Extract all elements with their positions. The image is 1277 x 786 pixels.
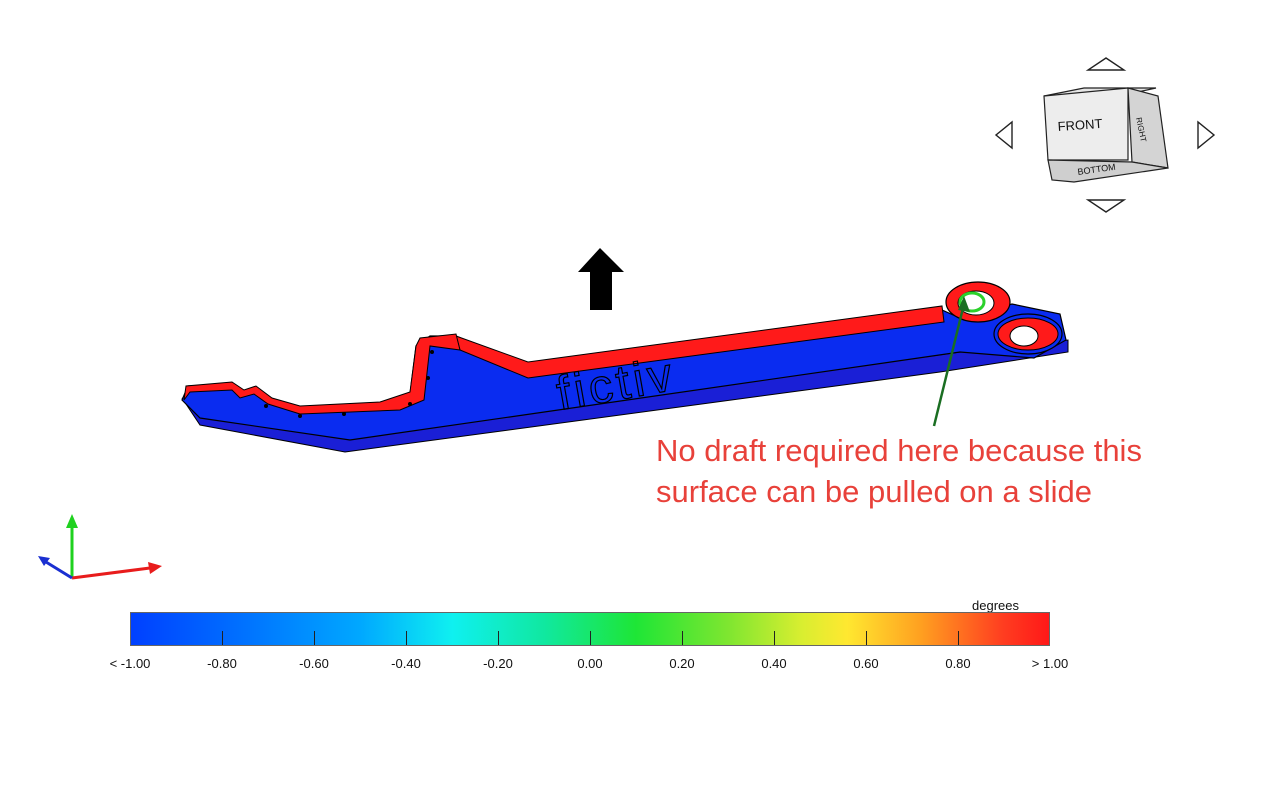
view-cube-front-label: FRONT: [1057, 116, 1103, 134]
view-cube-bottom[interactable]: [1047, 159, 1169, 183]
part-small-holes: [264, 350, 434, 418]
colorbar-tick-label: 0.40: [761, 656, 787, 671]
colorbar-tick: [774, 631, 775, 645]
colorbar-tick: [314, 631, 315, 645]
colorbar-tick-label: > 1.00: [1031, 656, 1069, 671]
boss-2-hole: [1009, 325, 1039, 347]
colorbar-tick-label: < -1.00: [109, 656, 151, 671]
colorbar-tick-label: -0.80: [207, 656, 237, 671]
colorbar-tick: [590, 631, 591, 645]
colorbar-tick: [222, 631, 223, 645]
colorbar-tick: [406, 631, 407, 645]
annotation-line-2: surface can be pulled on a slide: [656, 474, 1093, 509]
draft-angle-colorbar: [130, 612, 1050, 646]
colorbar-tick-label: -0.60: [299, 656, 329, 671]
annotation-callout: No draft required here because this surf…: [656, 430, 1256, 512]
colorbar-tick: [866, 631, 867, 645]
view-cube-front[interactable]: [1043, 87, 1129, 161]
axis-triad: [38, 514, 162, 580]
boss-1-inner-surface: [958, 291, 986, 313]
colorbar-tick-label: 0.20: [669, 656, 695, 671]
colorbar-tick: [498, 631, 499, 645]
view-cube-right[interactable]: [1127, 87, 1169, 169]
colorbar-tick-label: -0.40: [391, 656, 421, 671]
part-red-rim-hook: [183, 333, 461, 415]
part-model[interactable]: fictiv: [181, 281, 1069, 453]
down-arrow-icon[interactable]: [1085, 199, 1127, 213]
up-arrow-icon[interactable]: [1085, 57, 1127, 71]
annotation-leader: [932, 296, 970, 427]
colorbar-tick: [958, 631, 959, 645]
colorbar-tick-label: -0.20: [483, 656, 513, 671]
colorbar-tick-label: 0.00: [577, 656, 603, 671]
colorbar-unit-label: degrees: [972, 598, 1019, 613]
view-cube[interactable]: FRONT RIGHT BOTTOM: [1043, 87, 1169, 183]
annotation-line-1: No draft required here because this: [656, 433, 1142, 468]
colorbar-tick-label: 0.60: [853, 656, 879, 671]
colorbar-tick: [682, 631, 683, 645]
right-arrow-icon[interactable]: [1197, 120, 1216, 150]
colorbar-tick-label: 0.80: [945, 656, 971, 671]
pull-direction-arrow-icon: [578, 248, 624, 310]
left-arrow-icon[interactable]: [994, 120, 1013, 150]
